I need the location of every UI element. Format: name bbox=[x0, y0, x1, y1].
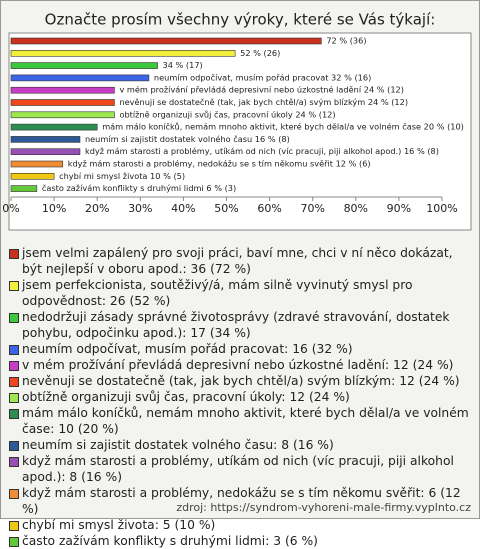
legend-label: nevěnuji se dostatečně (tak, jak bych ch… bbox=[22, 374, 460, 388]
value-label: 34 % (17) bbox=[163, 60, 203, 70]
legend-item: mám málo koníčků, nemám mnoho aktivit, k… bbox=[9, 405, 471, 437]
legend-item: v mém prožívání převládá depresivní nebo… bbox=[9, 357, 471, 373]
legend-swatch bbox=[9, 361, 19, 371]
x-tick-label: 100% bbox=[426, 202, 457, 215]
legend-label: často zažívám konflikty s druhými lidmi:… bbox=[22, 534, 318, 548]
bar bbox=[10, 111, 115, 119]
bar bbox=[10, 86, 115, 94]
legend-swatch bbox=[9, 393, 19, 403]
x-tick-label: 40% bbox=[171, 202, 195, 215]
legend-swatch bbox=[9, 537, 19, 547]
legend-item: chybí mi smysl života: 5 (10 %) bbox=[9, 517, 471, 533]
legend-swatch bbox=[9, 249, 19, 259]
value-label: chybí mi smysl života 10 % (5) bbox=[59, 171, 185, 181]
x-tick-label: 80% bbox=[344, 202, 368, 215]
legend-label: obtížně organizuji svůj čas, pracovní úk… bbox=[22, 390, 350, 404]
source: zdroj: https://syndrom-vyhoreni-male-fir… bbox=[176, 501, 471, 514]
legend-item: často zažívám konflikty s druhými lidmi:… bbox=[9, 533, 471, 549]
legend-item: neumím odpočívat, musím pořád pracovat: … bbox=[9, 341, 471, 357]
value-label: mám málo koníčků, nemám mnoho aktivit, k… bbox=[102, 122, 464, 132]
legend-item: neumím si zajistit dostatek volného času… bbox=[9, 437, 471, 453]
bar bbox=[10, 123, 98, 131]
legend-label: v mém prožívání převládá depresivní nebo… bbox=[22, 358, 454, 372]
legend-label: chybí mi smysl života: 5 (10 %) bbox=[22, 518, 216, 532]
bar bbox=[10, 74, 150, 82]
value-label: neumím si zajistit dostatek volného času… bbox=[85, 134, 290, 144]
legend-label: jsem perfekcionista, soutěživý/á, mám si… bbox=[22, 278, 413, 308]
legend-label: jsem velmi zapálený pro svoji práci, bav… bbox=[22, 246, 453, 276]
bar bbox=[10, 99, 115, 106]
legend-label: mám málo koníčků, nemám mnoho aktivit, k… bbox=[22, 406, 469, 436]
legend-item: nevěnuji se dostatečně (tak, jak bych ch… bbox=[9, 373, 471, 389]
value-label: když mám starosti a problémy, utíkám od … bbox=[85, 146, 439, 156]
value-label: v mém prožívání převládá depresivní nebo… bbox=[119, 85, 404, 95]
x-tick-label: 20% bbox=[85, 202, 109, 215]
legend-item: nedodržuji zásady správné životosprávy (… bbox=[9, 309, 471, 341]
legend-label: neumím si zajistit dostatek volného času… bbox=[22, 438, 334, 452]
bar bbox=[10, 148, 81, 155]
value-label: neumím odpočívat, musím pořád pracovat 3… bbox=[154, 72, 371, 82]
x-tick-label: 30% bbox=[128, 202, 152, 215]
legend-item: jsem velmi zapálený pro svoji práci, bav… bbox=[9, 245, 471, 277]
legend-label: neumím odpočívat, musím pořád pracovat: … bbox=[22, 342, 353, 356]
chart-title: Označte prosím všechny výroky, které se … bbox=[45, 11, 436, 29]
legend-swatch bbox=[9, 457, 19, 467]
x-tick-label: 0% bbox=[2, 202, 19, 215]
x-tick-label: 50% bbox=[214, 202, 238, 215]
legend-swatch bbox=[9, 521, 19, 531]
x-tick-label: 10% bbox=[42, 202, 66, 215]
bar bbox=[10, 185, 38, 192]
legend-label: když mám starosti a problémy, nedokážu s… bbox=[22, 486, 461, 516]
value-label: obtížně organizuji svůj čas, pracovní úk… bbox=[119, 109, 335, 119]
legend-swatch bbox=[9, 441, 19, 451]
value-label: když mám starosti a problémy, nedokážu s… bbox=[68, 159, 371, 169]
bar bbox=[10, 173, 55, 180]
value-label: nevěnuji se dostatečně (tak, jak bych ch… bbox=[119, 97, 408, 107]
legend-swatch bbox=[9, 489, 19, 499]
legend-swatch bbox=[9, 377, 19, 387]
bar bbox=[10, 37, 322, 45]
legend-swatch bbox=[9, 409, 19, 419]
x-tick-label: 60% bbox=[257, 202, 281, 215]
legend-item: obtížně organizuji svůj čas, pracovní úk… bbox=[9, 389, 471, 405]
legend-label: nedodržuji zásady správné životosprávy (… bbox=[22, 310, 450, 340]
bar bbox=[10, 62, 158, 69]
x-tick-label: 90% bbox=[387, 202, 411, 215]
legend-item: jsem perfekcionista, soutěživý/á, mám si… bbox=[9, 277, 471, 309]
bar bbox=[10, 136, 81, 143]
value-label: 72 % (36) bbox=[326, 36, 366, 46]
bar bbox=[10, 49, 236, 57]
x-tick-label: 70% bbox=[300, 202, 324, 215]
value-label: 52 % (26) bbox=[240, 48, 280, 58]
legend-swatch bbox=[9, 345, 19, 355]
value-label: často zažívám konflikty s druhými lidmi … bbox=[42, 183, 236, 193]
legend-swatch bbox=[9, 313, 19, 323]
legend-item: když mám starosti a problémy, nedokážu s… bbox=[9, 485, 471, 517]
legend-item: když mám starosti a problémy, utíkám od … bbox=[9, 453, 471, 485]
legend-swatch bbox=[9, 281, 19, 291]
legend-label: když mám starosti a problémy, utíkám od … bbox=[22, 454, 454, 484]
chart: Označte prosím všechny výroky, které se … bbox=[2, 11, 472, 231]
bar bbox=[10, 160, 64, 168]
